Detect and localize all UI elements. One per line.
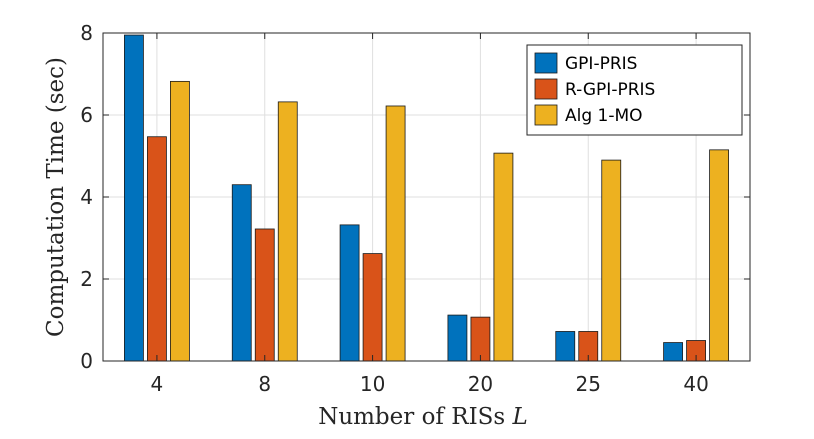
bar-gpi-pris-25 [555,331,576,362]
legend-swatch [534,104,558,126]
y-tick-label: 2 [80,267,93,291]
bar-alg-1-mo-10 [385,105,406,362]
grid-lines [103,33,750,361]
x-tick-label: 10 [360,372,385,396]
x-tick-label: 4 [151,372,164,396]
y-tick-label: 8 [80,21,93,45]
axis-ticks [103,32,750,362]
bar-gpi-pris-8 [231,184,252,362]
bar-alg-1-mo-20 [493,152,514,362]
bar-group [124,34,729,362]
bar-alg-1-mo-8 [277,101,298,362]
legend-swatch [534,52,558,74]
y-tick-label: 0 [80,349,93,373]
x-axis-label-variable: L [512,404,528,430]
bar-r-gpi-pris-8 [254,228,275,362]
y-tick-label: 4 [80,185,93,209]
x-tick-label: 8 [258,372,271,396]
bar-r-gpi-pris-10 [362,253,383,362]
bar-r-gpi-pris-20 [470,316,491,362]
bar-alg-1-mo-4 [170,80,190,362]
legend: GPI-PRIS R-GPI-PRIS Alg 1-MO [526,44,743,136]
x-tick-label: 40 [683,372,708,396]
x-tick-labels: 4 8 10 20 25 40 [151,372,709,396]
y-axis-label: Computation Time (sec) [43,57,69,337]
legend-label: Alg 1-MO [565,106,643,126]
bar-alg-1-mo-40 [709,149,729,362]
bar-gpi-pris-4 [124,34,144,362]
bar-gpi-pris-40 [663,342,683,362]
bar-gpi-pris-20 [447,314,468,362]
legend-label: GPI-PRIS [565,54,637,74]
legend-label: R-GPI-PRIS [565,80,655,100]
bar-alg-1-mo-25 [601,159,622,362]
y-tick-labels: 0 2 4 6 8 [80,21,93,373]
x-axis-label-text: Number of RISs [318,404,505,430]
legend-swatch [534,78,558,100]
x-axis-label: Number of RISs L [318,404,528,430]
bar-r-gpi-pris-4 [147,136,167,362]
legend-box [526,44,743,136]
x-tick-label: 20 [468,372,493,396]
bar-gpi-pris-10 [339,224,360,362]
x-tick-label: 25 [576,372,601,396]
y-tick-label: 6 [80,103,93,127]
